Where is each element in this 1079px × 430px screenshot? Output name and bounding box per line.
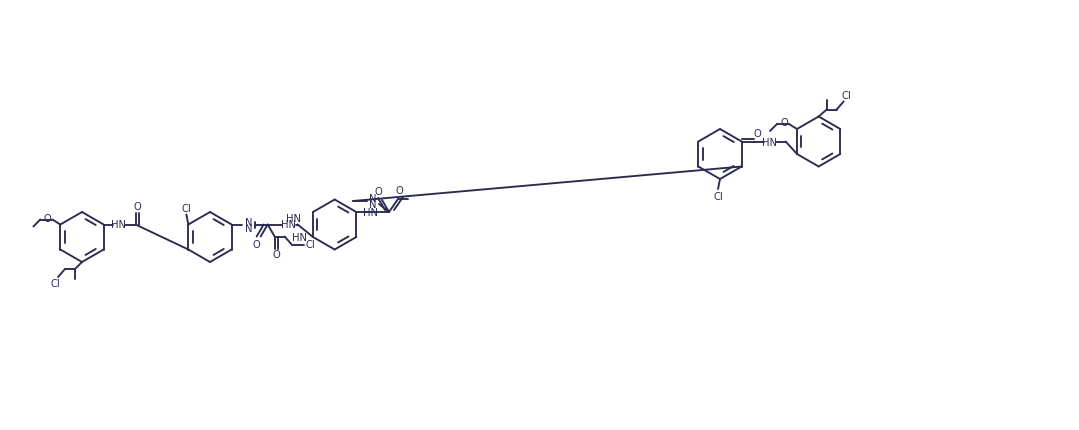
- Text: HN: HN: [286, 214, 301, 224]
- Text: N: N: [369, 194, 377, 203]
- Text: Cl: Cl: [305, 240, 315, 250]
- Text: O: O: [374, 187, 382, 197]
- Text: Cl: Cl: [713, 191, 723, 202]
- Text: O: O: [133, 201, 141, 211]
- Text: Cl: Cl: [181, 203, 191, 213]
- Text: HN: HN: [111, 220, 126, 230]
- Text: O: O: [43, 213, 51, 223]
- Text: N: N: [369, 200, 377, 209]
- Text: HN: HN: [762, 137, 777, 147]
- Text: Cl: Cl: [842, 90, 851, 100]
- Text: N: N: [245, 217, 252, 227]
- Text: O: O: [780, 118, 788, 128]
- Text: O: O: [754, 128, 762, 138]
- Text: O: O: [272, 250, 281, 260]
- Text: N: N: [245, 223, 252, 233]
- Text: HN: HN: [291, 233, 306, 243]
- Text: HN: HN: [363, 208, 378, 218]
- Text: HN: HN: [282, 220, 296, 230]
- Text: Cl: Cl: [50, 278, 59, 289]
- Text: O: O: [252, 239, 260, 249]
- Text: O: O: [395, 186, 402, 196]
